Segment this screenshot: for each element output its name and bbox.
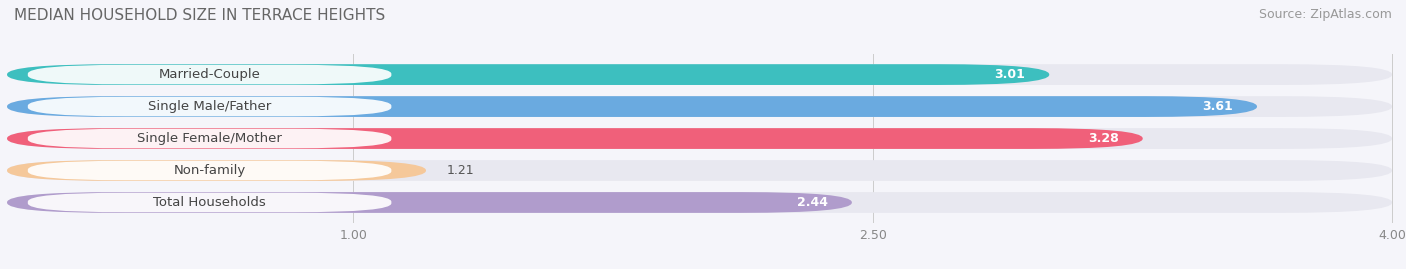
FancyBboxPatch shape — [7, 192, 1392, 213]
FancyBboxPatch shape — [7, 128, 1143, 149]
Text: Single Male/Father: Single Male/Father — [148, 100, 271, 113]
FancyBboxPatch shape — [28, 161, 391, 180]
FancyBboxPatch shape — [7, 96, 1257, 117]
Text: 3.61: 3.61 — [1202, 100, 1233, 113]
FancyBboxPatch shape — [7, 192, 852, 213]
Text: 3.01: 3.01 — [994, 68, 1025, 81]
Text: Non-family: Non-family — [173, 164, 246, 177]
Text: 3.28: 3.28 — [1088, 132, 1119, 145]
FancyBboxPatch shape — [28, 97, 391, 116]
FancyBboxPatch shape — [7, 64, 1392, 85]
Text: 2.44: 2.44 — [797, 196, 828, 209]
FancyBboxPatch shape — [28, 65, 391, 84]
FancyBboxPatch shape — [7, 160, 1392, 181]
FancyBboxPatch shape — [7, 96, 1392, 117]
Text: Single Female/Mother: Single Female/Mother — [138, 132, 283, 145]
Text: MEDIAN HOUSEHOLD SIZE IN TERRACE HEIGHTS: MEDIAN HOUSEHOLD SIZE IN TERRACE HEIGHTS — [14, 8, 385, 23]
FancyBboxPatch shape — [7, 128, 1392, 149]
Text: Married-Couple: Married-Couple — [159, 68, 260, 81]
Text: Total Households: Total Households — [153, 196, 266, 209]
Text: 1.21: 1.21 — [447, 164, 474, 177]
FancyBboxPatch shape — [7, 160, 426, 181]
Text: Source: ZipAtlas.com: Source: ZipAtlas.com — [1258, 8, 1392, 21]
FancyBboxPatch shape — [7, 64, 1049, 85]
FancyBboxPatch shape — [28, 193, 391, 212]
FancyBboxPatch shape — [28, 129, 391, 148]
